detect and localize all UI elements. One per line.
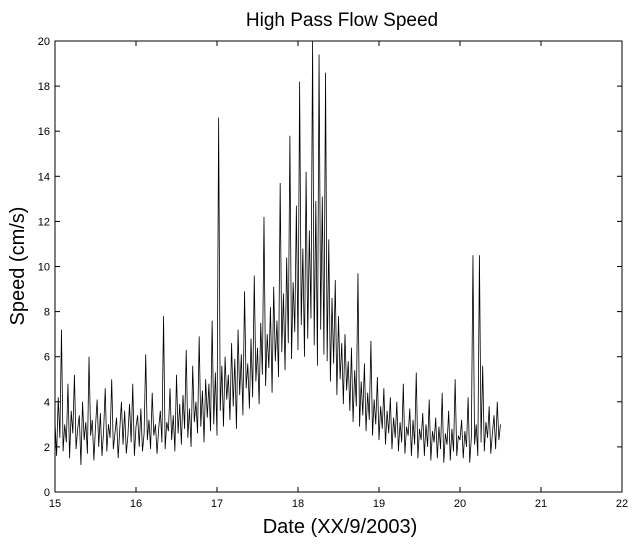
y-tick-label: 18 — [38, 81, 50, 93]
y-tick-label: 2 — [44, 442, 50, 454]
x-tick-label: 22 — [616, 498, 628, 510]
y-tick-label: 14 — [38, 171, 50, 183]
x-tick-label: 19 — [373, 498, 385, 510]
y-tick-label: 8 — [44, 307, 50, 319]
y-tick-label: 12 — [38, 216, 50, 228]
y-tick-label: 20 — [38, 36, 50, 48]
series-line — [54, 40, 501, 465]
y-tick-label: 4 — [44, 397, 50, 409]
x-axis-label: Date (XX/9/2003) — [263, 516, 418, 538]
x-tick-label: 16 — [130, 498, 142, 510]
x-tick-label: 21 — [535, 498, 547, 510]
x-tick-label: 15 — [49, 498, 61, 510]
x-tick-label: 18 — [292, 498, 304, 510]
plot-area: 15 16 17 18 19 20 21 22 0 2 4 6 8 10 12 14 16 18 20 — [38, 36, 628, 510]
y-tick-label: 6 — [44, 352, 50, 364]
x-tick-label: 20 — [454, 498, 466, 510]
y-tick-label: 10 — [38, 262, 50, 274]
x-tick-label: 17 — [211, 498, 223, 510]
y-tick-label: 16 — [38, 126, 50, 138]
chart-title: High Pass Flow Speed — [246, 10, 438, 31]
y-tick-label: 0 — [44, 487, 50, 499]
y-axis-label: Speed (cm/s) — [7, 207, 29, 326]
